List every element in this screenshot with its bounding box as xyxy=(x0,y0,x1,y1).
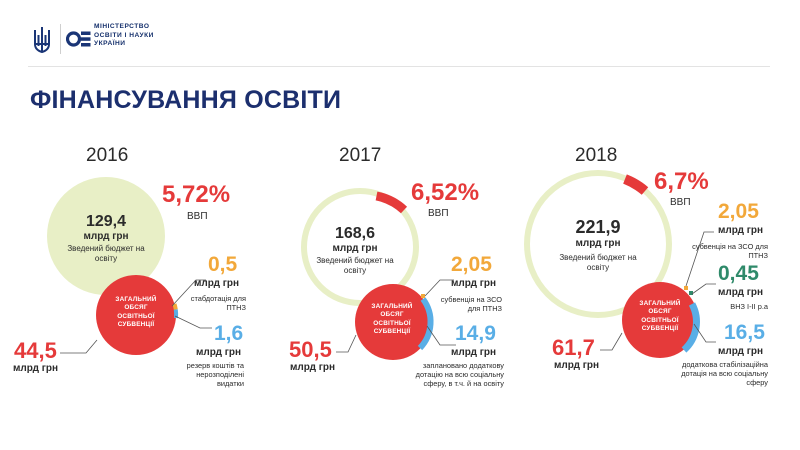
subvention-title-2017: ЗАГАЛЬНИЙ ОБСЯГ ОСВІТНЬОЇ СУБВЕНЦІЇ xyxy=(371,303,413,336)
gdp-label-2018: ВВП xyxy=(670,197,691,208)
year-label-2017: 2017 xyxy=(339,145,382,166)
leader-line xyxy=(600,332,623,351)
subvention-orange-mark-2017 xyxy=(421,294,425,298)
subvention-orange-mark-2018 xyxy=(684,286,688,290)
leader-line xyxy=(691,283,716,295)
subvention-orange-arc-2016 xyxy=(172,303,178,310)
leader-line xyxy=(336,334,357,353)
subvention-title-2016: ЗАГАЛЬНИЙ ОБСЯГ ОСВІТНЬОЇ СУБВЕНЦІЇ xyxy=(115,296,157,329)
budget-note: Зведений бюджет на освіту xyxy=(559,253,637,272)
header-divider xyxy=(28,66,770,67)
logo-divider xyxy=(60,24,61,54)
budget-block-2017: 168,6 млрд грн Зведений бюджет на освіту xyxy=(305,225,405,276)
ministry-name: МІНІСТЕРСТВО ОСВІТИ І НАУКИ УКРАЇНИ xyxy=(94,23,154,48)
budget-block-2016: 129,4 млрд грн Зведений бюджет на освіту xyxy=(56,213,156,264)
subvention-unit-2017: млрд грн xyxy=(290,362,336,373)
item-unit-2018-2: млрд грн xyxy=(718,287,764,298)
budget-unit: млрд грн xyxy=(83,231,129,242)
leader-line xyxy=(174,315,212,329)
item-value-2018-3: 16,5 xyxy=(724,321,765,344)
subvention-title-2018: ЗАГАЛЬНИЙ ОБСЯГ ОСВІТНЬОЇ СУБВЕНЦІЇ xyxy=(639,300,681,333)
subvention-circle-2018 xyxy=(622,282,698,358)
item-desc-2018-3: додаткова стабілізаційна дотація на всю … xyxy=(681,360,768,387)
item-unit-2018-1: млрд грн xyxy=(718,225,764,236)
trident-logo xyxy=(32,26,52,54)
budget-ring-2017 xyxy=(301,188,419,306)
gdp-value-2017: 6,52% xyxy=(411,179,480,206)
item-desc-2018-1: субвенція на ЗСО для ПТНЗ xyxy=(692,242,768,260)
year-label-2018: 2018 xyxy=(575,145,618,166)
item-value-2016-1: 0,5 xyxy=(208,253,238,276)
ministry-logo-icon xyxy=(65,28,92,50)
budget-unit: млрд грн xyxy=(575,238,621,249)
leader-line xyxy=(693,323,716,343)
subvention-value-2017: 50,5 xyxy=(289,337,332,362)
budget-circle-2016 xyxy=(47,177,165,295)
subvention-blue-arc-2017 xyxy=(417,297,434,351)
leader-line xyxy=(426,325,456,346)
subvention-green-mark-2018 xyxy=(689,291,693,295)
gdp-label-2017: ВВП xyxy=(428,208,449,219)
item-desc-2016-1: стабдотація для ПТНЗ xyxy=(190,294,246,312)
leader-line xyxy=(424,279,454,297)
item-unit-2017-2: млрд грн xyxy=(451,347,497,358)
leader-line xyxy=(685,231,714,287)
gdp-value-2016: 5,72% xyxy=(162,181,231,208)
budget-value: 221,9 xyxy=(575,217,621,237)
year-label-2016: 2016 xyxy=(86,145,129,166)
subvention-blue-arc-2018 xyxy=(681,302,700,353)
item-value-2018-2: 0,45 xyxy=(718,262,759,285)
budget-ring-2018 xyxy=(524,170,672,318)
budget-note: Зведений бюджет на освіту xyxy=(67,244,145,263)
subvention-unit-2016: млрд грн xyxy=(13,363,59,374)
leader-line xyxy=(171,279,206,307)
item-unit-2016-2: млрд грн xyxy=(196,347,242,358)
subvention-value-2016: 44,5 xyxy=(14,338,57,363)
subvention-circle-2016 xyxy=(96,275,176,355)
subvention-circle-2017 xyxy=(355,284,431,360)
budget-note: Зведений бюджет на освіту xyxy=(316,256,394,275)
gdp-label-2016: ВВП xyxy=(187,211,208,222)
budget-block-2018: 221,9 млрд грн Зведений бюджет на освіту xyxy=(548,217,648,273)
item-value-2016-2: 1,6 xyxy=(214,322,244,345)
budget-value: 168,6 xyxy=(334,225,376,242)
item-value-2017-2: 14,9 xyxy=(455,322,496,345)
item-desc-2017-1: субвенція на ЗСО для ПТНЗ xyxy=(440,295,502,313)
subvention-value-2018: 61,7 xyxy=(552,335,595,360)
item-value-2018-1: 2,05 xyxy=(718,200,759,223)
budget-unit: млрд грн xyxy=(332,243,378,254)
item-value-2017-1: 2,05 xyxy=(451,253,492,276)
item-desc-2016-2: резерв коштів та нерозподілені видатки xyxy=(186,361,244,388)
item-unit-2017-1: млрд грн xyxy=(451,278,497,289)
item-unit-2018-3: млрд грн xyxy=(718,346,764,357)
subvention-unit-2018: млрд грн xyxy=(554,360,600,371)
item-unit-2016-1: млрд грн xyxy=(194,278,240,289)
budget-value: 129,4 xyxy=(85,213,127,230)
item-desc-2018-2: ВНЗ І-ІІ р.а xyxy=(730,302,768,311)
gdp-arc-2017 xyxy=(375,191,408,214)
leader-line xyxy=(60,339,98,354)
gdp-arc-2018 xyxy=(622,174,649,195)
item-desc-2017-2: заплановано додаткову дотацію на всю соц… xyxy=(415,361,504,388)
gdp-value-2018: 6,7% xyxy=(654,168,709,195)
page-title: ФІНАНСУВАННЯ ОСВІТИ xyxy=(30,86,342,114)
